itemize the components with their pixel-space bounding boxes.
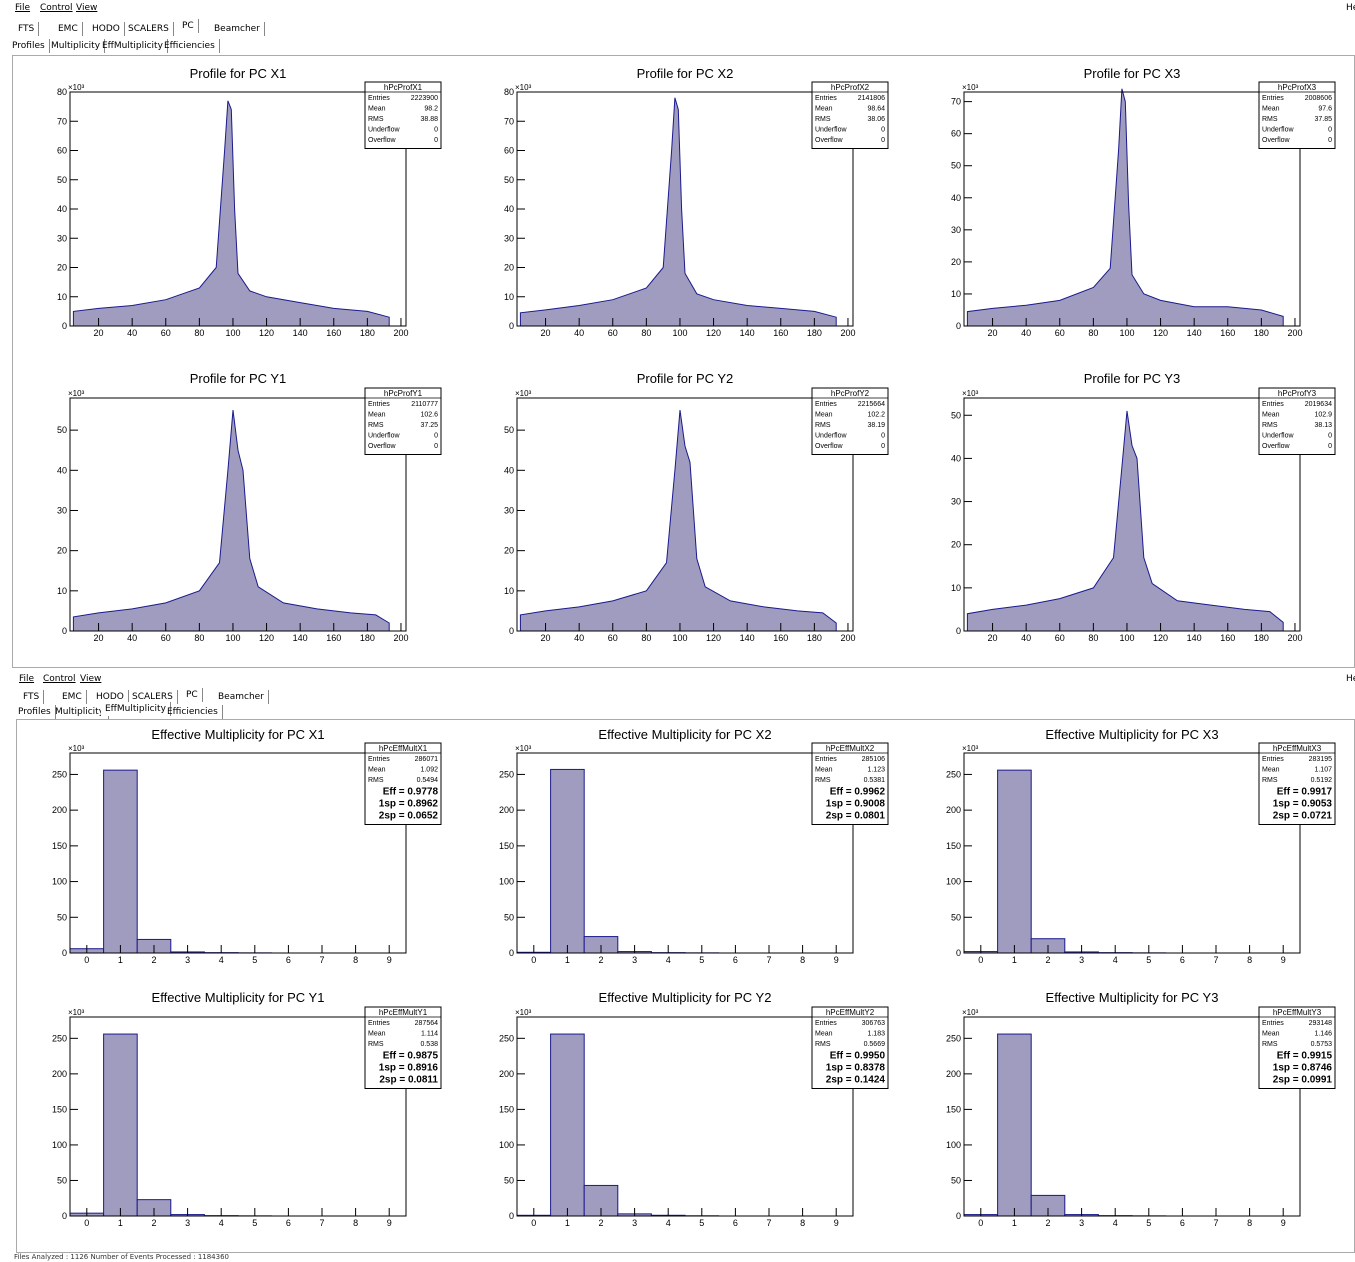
menu-help[interactable]: He	[1346, 674, 1355, 684]
root-window-effmultiplicity: File Control View He FTS EMC HODO SCALER…	[0, 671, 1355, 1253]
tab-beamcher[interactable]: Beamcher	[214, 690, 269, 704]
menu-control[interactable]: Control	[40, 3, 73, 13]
tab-profiles[interactable]: Profiles	[8, 39, 50, 53]
tab-pc[interactable]: PC	[178, 19, 199, 33]
status-bar: Files Analyzed : 1126 Number of Events P…	[0, 1253, 1355, 1262]
tab-efficiencies[interactable]: Efficiencies	[163, 705, 223, 719]
menu-help[interactable]: He	[1346, 3, 1355, 13]
tab-emc[interactable]: EMC	[54, 22, 83, 36]
tab-beamcher[interactable]: Beamcher	[210, 22, 265, 36]
canvas-panel-profiles	[12, 55, 1355, 668]
tab-profiles[interactable]: Profiles	[14, 705, 56, 719]
tab-pc[interactable]: PC	[182, 688, 203, 702]
tab-fts[interactable]: FTS	[19, 690, 45, 704]
menu-file[interactable]: File	[15, 3, 31, 13]
tab-effmultiplicity[interactable]: EffMultiplicity	[101, 702, 171, 716]
menu-bar: File Control View He	[0, 0, 1355, 17]
tab-efficiencies[interactable]: Efficiencies	[160, 39, 220, 53]
status-text: Files Analyzed : 1126 Number of Events P…	[14, 1253, 229, 1261]
tab-scalers[interactable]: SCALERS	[128, 690, 178, 704]
tab-hodo[interactable]: HODO	[88, 22, 125, 36]
tab-effmultiplicity[interactable]: EffMultiplicity	[98, 39, 168, 53]
menu-view[interactable]: View	[76, 3, 98, 13]
canvas-panel-effmult	[16, 719, 1355, 1253]
tab-multiplicity[interactable]: Multiplicity	[47, 39, 106, 53]
tab-hodo[interactable]: HODO	[92, 690, 129, 704]
menu-view[interactable]: View	[80, 674, 102, 684]
menu-control[interactable]: Control	[43, 674, 76, 684]
tab-scalers[interactable]: SCALERS	[124, 22, 174, 36]
tab-fts[interactable]: FTS	[14, 22, 40, 36]
root-window-profiles: File Control View He FTS EMC HODO SCALER…	[0, 0, 1355, 668]
tab-emc[interactable]: EMC	[58, 690, 87, 704]
menu-file[interactable]: File	[19, 674, 35, 684]
menu-bar-2: File Control View He	[0, 671, 1355, 688]
